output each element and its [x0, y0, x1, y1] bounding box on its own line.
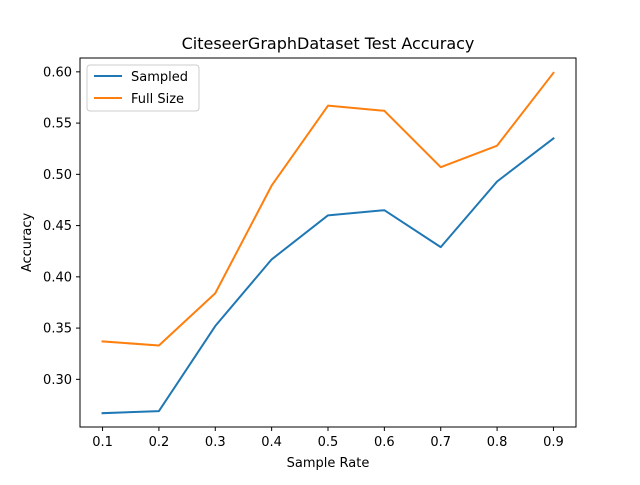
legend-label-sampled: Sampled — [131, 70, 188, 85]
y-tick-label: 0.30 — [43, 373, 72, 388]
legend-label-full-size: Full Size — [131, 92, 184, 107]
x-tick-label: 0.9 — [543, 435, 564, 450]
y-tick-label: 0.35 — [43, 322, 72, 337]
y-tick-label: 0.55 — [43, 117, 72, 132]
x-axis: 0.1 0.2 0.3 0.4 0.5 0.6 0.7 0.8 0.9 — [92, 427, 564, 450]
x-tick-label: 0.2 — [149, 435, 170, 450]
y-tick-label: 0.50 — [43, 168, 72, 183]
y-tick-label: 0.60 — [43, 65, 72, 80]
x-tick-label: 0.8 — [487, 435, 508, 450]
y-tick-label: 0.40 — [43, 270, 72, 285]
x-tick-label: 0.3 — [205, 435, 226, 450]
x-tick-label: 0.5 — [318, 435, 339, 450]
series-line-full-size — [101, 71, 555, 347]
series-layer — [101, 71, 555, 415]
y-axis: 0.30 0.35 0.40 0.45 0.50 0.55 0.60 — [43, 65, 80, 388]
x-tick-label: 0.4 — [261, 435, 282, 450]
legend: Sampled Full Size — [86, 64, 200, 112]
series-line-sampled — [101, 137, 555, 415]
y-axis-label: Accuracy — [20, 213, 35, 273]
x-tick-label: 0.1 — [92, 435, 113, 450]
y-tick-label: 0.45 — [43, 219, 72, 234]
x-tick-label: 0.7 — [430, 435, 451, 450]
x-axis-label: Sample Rate — [287, 456, 370, 471]
x-tick-label: 0.6 — [374, 435, 395, 450]
chart-title: CiteseerGraphDataset Test Accuracy — [182, 34, 475, 53]
